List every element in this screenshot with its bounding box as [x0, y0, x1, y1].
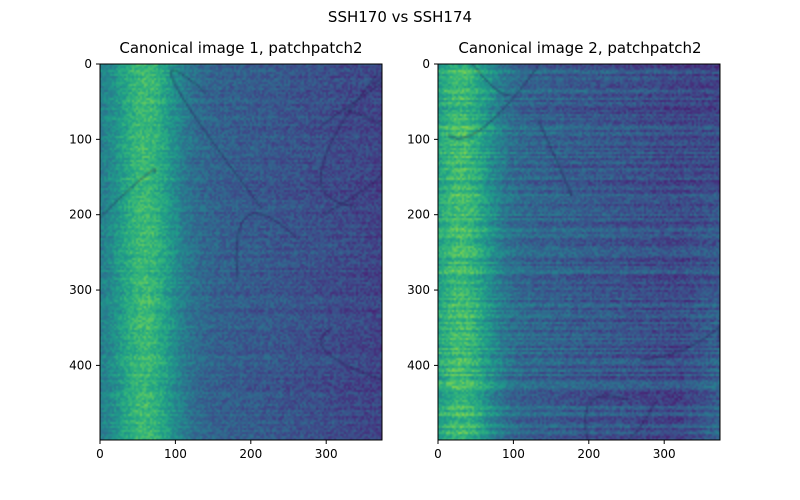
x-tick-label: 0: [434, 447, 442, 461]
y-tick-label: 300: [407, 283, 430, 297]
axes-frame: [99, 63, 383, 441]
y-tick-label: 200: [407, 208, 430, 222]
x-tick-label: 300: [315, 447, 338, 461]
x-tick-label: 100: [164, 447, 187, 461]
heatmap-panel-2: 0 100 200 300 0 100 200 300 400: [407, 57, 721, 461]
y-tick-label: 300: [69, 283, 92, 297]
y-tick-label: 0: [84, 57, 92, 71]
y-tick-label: 100: [69, 132, 92, 146]
axes-frame: [437, 63, 721, 441]
heatmap-image: [100, 64, 382, 440]
x-tick-label: 100: [502, 447, 525, 461]
y-tick-label: 0: [422, 57, 430, 71]
y-tick-label: 400: [407, 358, 430, 372]
y-tick-label: 100: [407, 132, 430, 146]
x-tick-label: 200: [577, 447, 600, 461]
heatmap-image: [438, 64, 720, 440]
panel-2-title: Canonical image 2, patchpatch2: [458, 39, 702, 57]
x-tick-label: 200: [239, 447, 262, 461]
panel-1-title: Canonical image 1, patchpatch2: [119, 39, 363, 57]
x-tick-label: 0: [96, 447, 104, 461]
y-tick-label: 200: [69, 208, 92, 222]
heatmap-panel-1: 0 100 200 300 0 100 200 300 400: [69, 57, 383, 461]
y-tick-label: 400: [69, 358, 92, 372]
x-tick-label: 300: [653, 447, 676, 461]
figure-suptitle: SSH170 vs SSH174: [327, 8, 473, 26]
